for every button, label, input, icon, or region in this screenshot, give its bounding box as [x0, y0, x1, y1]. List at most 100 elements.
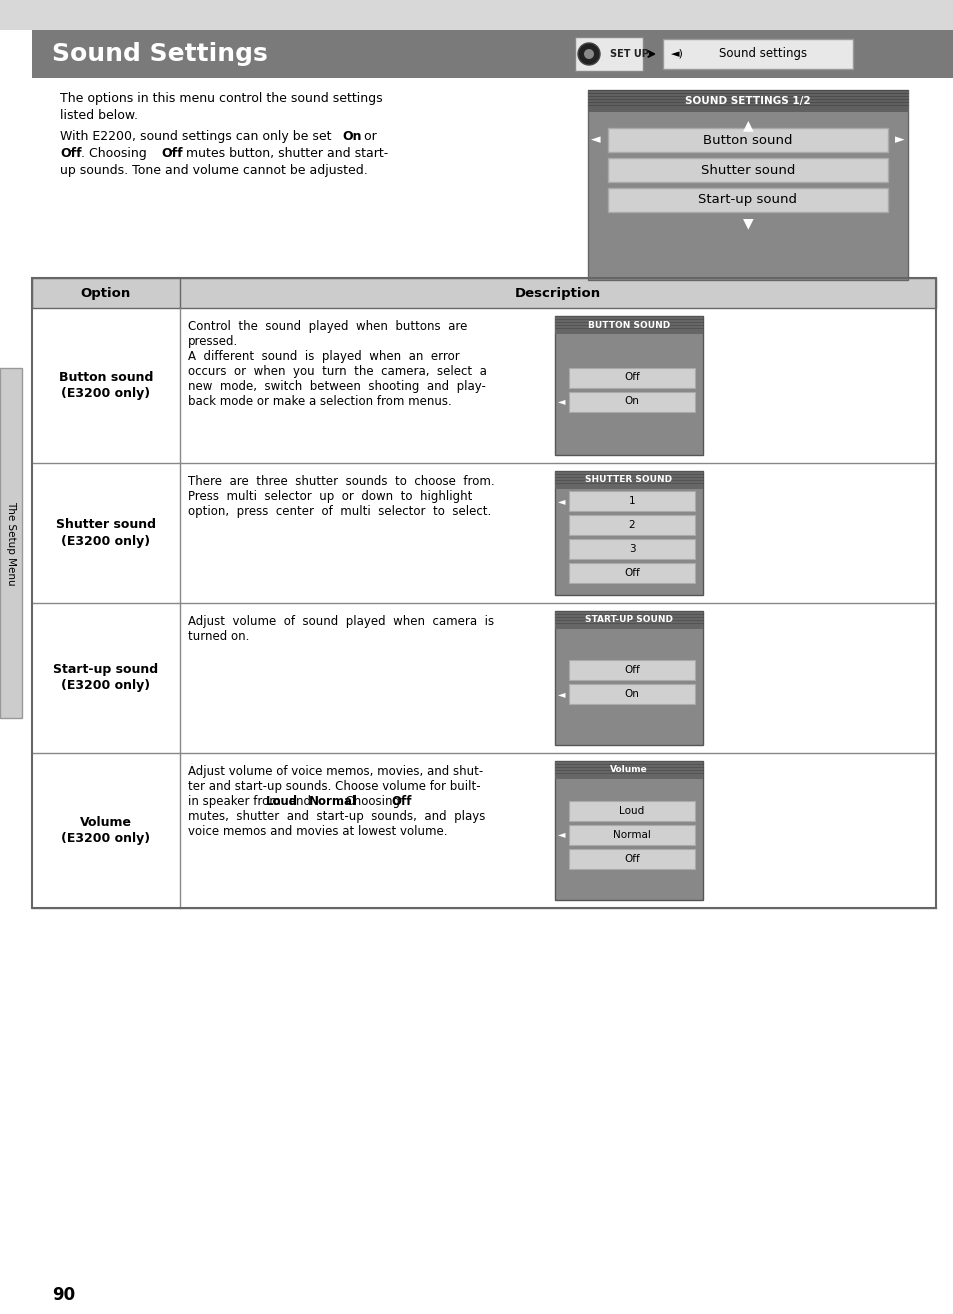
Text: Off: Off [623, 568, 639, 578]
Text: Shutter sound: Shutter sound [700, 163, 795, 176]
Text: ▲: ▲ [741, 118, 753, 131]
Text: Off: Off [161, 147, 182, 160]
Text: 2: 2 [628, 520, 635, 530]
Text: turned on.: turned on. [188, 629, 249, 643]
Bar [32, 279, 935, 307]
Bar [555, 470, 702, 489]
Text: Start-up sound: Start-up sound [53, 664, 158, 677]
Text: The Setup Menu: The Setup Menu [6, 501, 16, 585]
Bar [555, 470, 702, 595]
Text: Off: Off [623, 372, 639, 382]
Text: Loud: Loud [618, 805, 644, 816]
Bar [568, 539, 695, 558]
Circle shape [578, 43, 599, 64]
Text: ◄: ◄ [558, 495, 565, 506]
Bar [662, 39, 852, 70]
Bar [32, 30, 953, 78]
Text: ▼: ▼ [741, 215, 753, 230]
Text: listed below.: listed below. [60, 109, 138, 122]
Bar [607, 188, 887, 212]
Text: SOUND SETTINGS 1/2: SOUND SETTINGS 1/2 [684, 96, 810, 106]
Text: ter and start-up sounds. Choose volume for built-: ter and start-up sounds. Choose volume f… [188, 781, 480, 794]
Text: back mode or make a selection from menus.: back mode or make a selection from menus… [188, 396, 452, 409]
Text: ◄: ◄ [558, 397, 565, 406]
Text: . Choosing: . Choosing [81, 147, 151, 160]
Text: mutes button, shutter and start-: mutes button, shutter and start- [182, 147, 388, 160]
Bar [568, 562, 695, 583]
Bar [555, 611, 702, 745]
Bar [555, 315, 702, 334]
Text: Off: Off [623, 665, 639, 675]
Text: pressed.: pressed. [188, 335, 238, 348]
Text: (E3200 only): (E3200 only) [61, 832, 151, 845]
Text: Normal: Normal [613, 829, 650, 840]
Bar [607, 127, 887, 152]
Text: START-UP SOUND: START-UP SOUND [584, 615, 672, 624]
Text: Description: Description [515, 286, 600, 300]
Text: ◄: ◄ [591, 134, 600, 146]
Bar [568, 392, 695, 411]
Text: Control  the  sound  played  when  buttons  are: Control the sound played when buttons ar… [188, 321, 467, 332]
Bar [568, 849, 695, 869]
Bar [555, 315, 702, 455]
Bar [568, 491, 695, 511]
Text: occurs  or  when  you  turn  the  camera,  select  a: occurs or when you turn the camera, sele… [188, 365, 486, 378]
Text: Start-up sound: Start-up sound [698, 193, 797, 206]
Text: Option: Option [81, 286, 131, 300]
Circle shape [583, 49, 594, 59]
Text: (E3200 only): (E3200 only) [61, 535, 151, 548]
Text: BUTTON SOUND: BUTTON SOUND [587, 321, 669, 330]
Bar [32, 463, 935, 603]
Bar [555, 761, 702, 779]
Bar [587, 89, 907, 280]
Bar [568, 660, 695, 681]
Text: SET UP: SET UP [609, 49, 648, 59]
Bar [587, 89, 907, 112]
Text: A  different  sound  is  played  when  an  error: A different sound is played when an erro… [188, 350, 459, 363]
Bar [32, 603, 935, 753]
Bar [607, 158, 887, 183]
Text: ◄: ◄ [558, 689, 565, 699]
Text: With E2200, sound settings can only be set: With E2200, sound settings can only be s… [60, 130, 335, 143]
Text: Button sound: Button sound [702, 134, 792, 146]
Text: (E3200 only): (E3200 only) [61, 388, 151, 399]
Text: 90: 90 [52, 1286, 75, 1303]
Bar [32, 307, 935, 463]
Bar [555, 611, 702, 629]
Text: up sounds. Tone and volume cannot be adjusted.: up sounds. Tone and volume cannot be adj… [60, 164, 367, 177]
Text: Sound settings: Sound settings [719, 47, 806, 60]
Text: Adjust  volume  of  sound  played  when  camera  is: Adjust volume of sound played when camer… [188, 615, 494, 628]
Text: (E3200 only): (E3200 only) [61, 679, 151, 692]
Text: 3: 3 [628, 544, 635, 555]
Bar [32, 279, 935, 908]
Text: Normal: Normal [309, 795, 356, 808]
Text: ◄): ◄) [670, 49, 682, 59]
Text: option,  press  center  of  multi  selector  to  select.: option, press center of multi selector t… [188, 505, 491, 518]
Bar [555, 761, 702, 900]
Text: ◄: ◄ [558, 829, 565, 840]
Text: Volume: Volume [80, 816, 132, 829]
Bar [575, 37, 642, 71]
Text: Sound Settings: Sound Settings [52, 42, 268, 66]
Text: and: and [285, 795, 314, 808]
Text: Loud: Loud [265, 795, 297, 808]
Text: Shutter sound: Shutter sound [56, 519, 156, 531]
Text: There  are  three  shutter  sounds  to  choose  from.: There are three shutter sounds to choose… [188, 474, 494, 487]
Text: SHUTTER SOUND: SHUTTER SOUND [585, 476, 672, 485]
Bar [568, 824, 695, 845]
Text: On: On [341, 130, 361, 143]
Text: in speaker from: in speaker from [188, 795, 284, 808]
Bar [32, 753, 935, 908]
Text: On: On [624, 397, 639, 406]
Bar [568, 800, 695, 820]
Text: 1: 1 [628, 495, 635, 506]
Bar [0, 368, 22, 717]
Text: Press  multi  selector  up  or  down  to  highlight: Press multi selector up or down to highl… [188, 490, 472, 503]
Bar [568, 368, 695, 388]
Bar [568, 515, 695, 535]
Text: Off: Off [623, 854, 639, 863]
Text: On: On [624, 689, 639, 699]
Text: . Choosing: . Choosing [338, 795, 404, 808]
Text: voice memos and movies at lowest volume.: voice memos and movies at lowest volume. [188, 825, 447, 838]
Bar [0, 0, 953, 30]
